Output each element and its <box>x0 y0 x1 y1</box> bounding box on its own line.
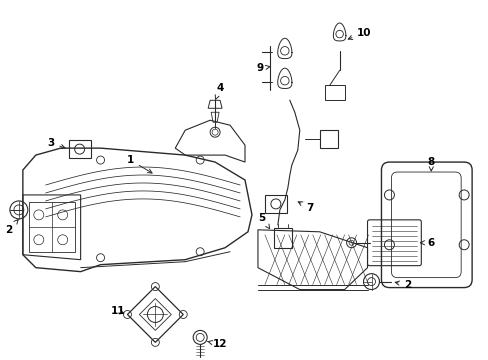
Text: 11: 11 <box>111 306 125 316</box>
Text: 9: 9 <box>256 63 269 73</box>
Text: 4: 4 <box>215 84 224 99</box>
Text: 3: 3 <box>47 138 65 149</box>
Text: 2: 2 <box>5 220 18 235</box>
Text: 7: 7 <box>298 202 313 213</box>
Text: 12: 12 <box>207 339 227 349</box>
Text: 5: 5 <box>258 213 269 229</box>
Text: 10: 10 <box>347 28 371 40</box>
Text: 2: 2 <box>394 280 410 289</box>
Text: 6: 6 <box>420 238 434 248</box>
Text: 8: 8 <box>427 157 434 171</box>
Text: 1: 1 <box>126 155 152 173</box>
